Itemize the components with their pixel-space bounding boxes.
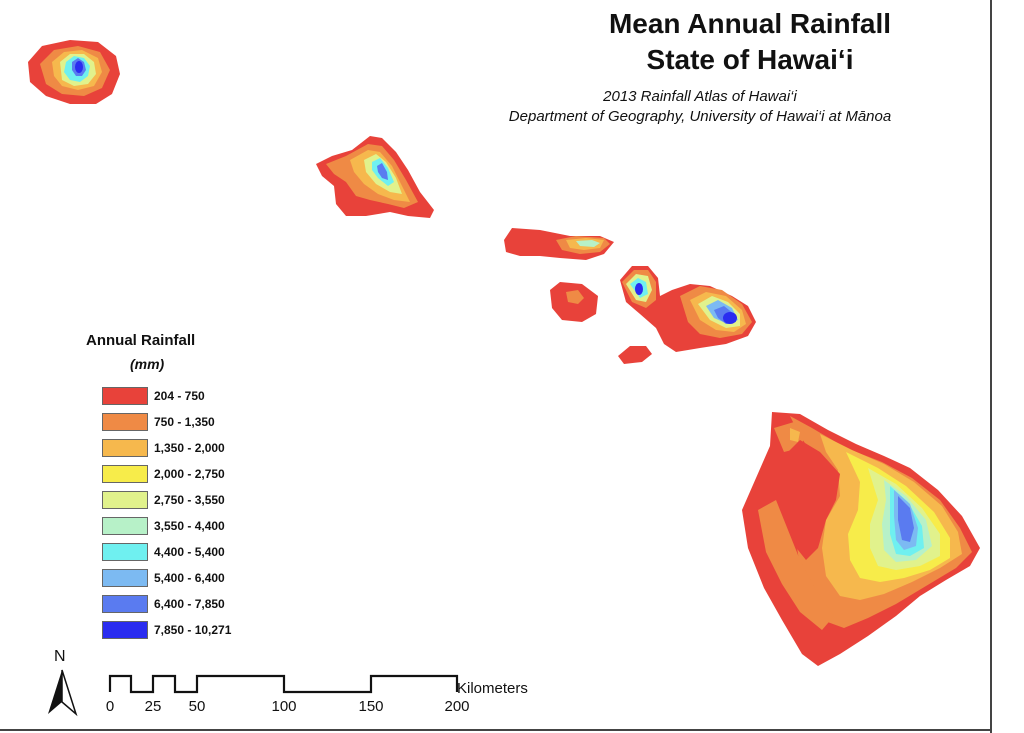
legend-label: 2,000 - 2,750 <box>154 467 225 481</box>
map-title-line1: Mean Annual Rainfall <box>608 8 892 39</box>
scale-tick-label: 200 <box>444 698 470 715</box>
legend-label: 4,400 - 5,400 <box>154 545 225 559</box>
legend-label: 204 - 750 <box>154 389 205 403</box>
legend-label: 3,550 - 4,400 <box>154 519 225 533</box>
legend-item: 750 - 1,350 <box>102 412 215 432</box>
legend-title: Annual Rainfall <box>86 332 196 349</box>
scale-tick-label: 100 <box>271 698 297 715</box>
island-maui <box>620 266 756 352</box>
scale-unit-label: Kilometers <box>457 680 528 697</box>
scale-bar <box>108 674 459 694</box>
legend-label: 750 - 1,350 <box>154 415 215 429</box>
scale-tick-label: 150 <box>358 698 384 715</box>
legend-label: 1,350 - 2,000 <box>154 441 225 455</box>
legend-swatch <box>102 517 148 535</box>
frame-border-right <box>990 0 992 733</box>
scale-tick-label: 0 <box>105 698 115 715</box>
map-subtitle-line1: 2013 Rainfall Atlas of Hawai‘i <box>603 88 797 105</box>
scale-tick-label: 25 <box>144 698 162 715</box>
legend-item: 7,850 - 10,271 <box>102 620 231 640</box>
legend-swatch <box>102 569 148 587</box>
island-kahoolawe <box>618 346 652 364</box>
legend-item: 2,750 - 3,550 <box>102 490 225 510</box>
legend-label: 6,400 - 7,850 <box>154 597 225 611</box>
legend-swatch <box>102 413 148 431</box>
legend-item: 4,400 - 5,400 <box>102 542 225 562</box>
scale-tick-label: 50 <box>188 698 206 715</box>
frame-border-bottom <box>0 729 992 731</box>
legend-swatch <box>102 439 148 457</box>
legend-item: 3,550 - 4,400 <box>102 516 225 536</box>
island-molokai <box>504 228 614 260</box>
legend-item: 204 - 750 <box>102 386 205 406</box>
legend-item: 6,400 - 7,850 <box>102 594 225 614</box>
map-subtitle-line2: Department of Geography, University of H… <box>508 108 892 125</box>
map-title-line2: State of Hawai‘i <box>646 44 854 75</box>
legend-swatch <box>102 465 148 483</box>
island-kauai <box>28 40 120 104</box>
legend-item: 1,350 - 2,000 <box>102 438 225 458</box>
legend-swatch <box>102 491 148 509</box>
legend-swatch <box>102 595 148 613</box>
north-arrow-icon <box>48 669 78 717</box>
legend-swatch <box>102 621 148 639</box>
island-lanai <box>550 282 598 322</box>
island-hawaii <box>742 412 980 666</box>
legend-label: 7,850 - 10,271 <box>154 623 232 637</box>
north-label: N <box>54 648 66 665</box>
island-oahu <box>316 136 434 218</box>
legend-unit: (mm) <box>130 356 165 372</box>
legend-label: 2,750 - 3,550 <box>154 493 225 507</box>
legend-label: 5,400 - 6,400 <box>154 571 225 585</box>
legend-swatch <box>102 387 148 405</box>
legend-item: 5,400 - 6,400 <box>102 568 225 588</box>
legend-item: 2,000 - 2,750 <box>102 464 225 484</box>
legend-swatch <box>102 543 148 561</box>
